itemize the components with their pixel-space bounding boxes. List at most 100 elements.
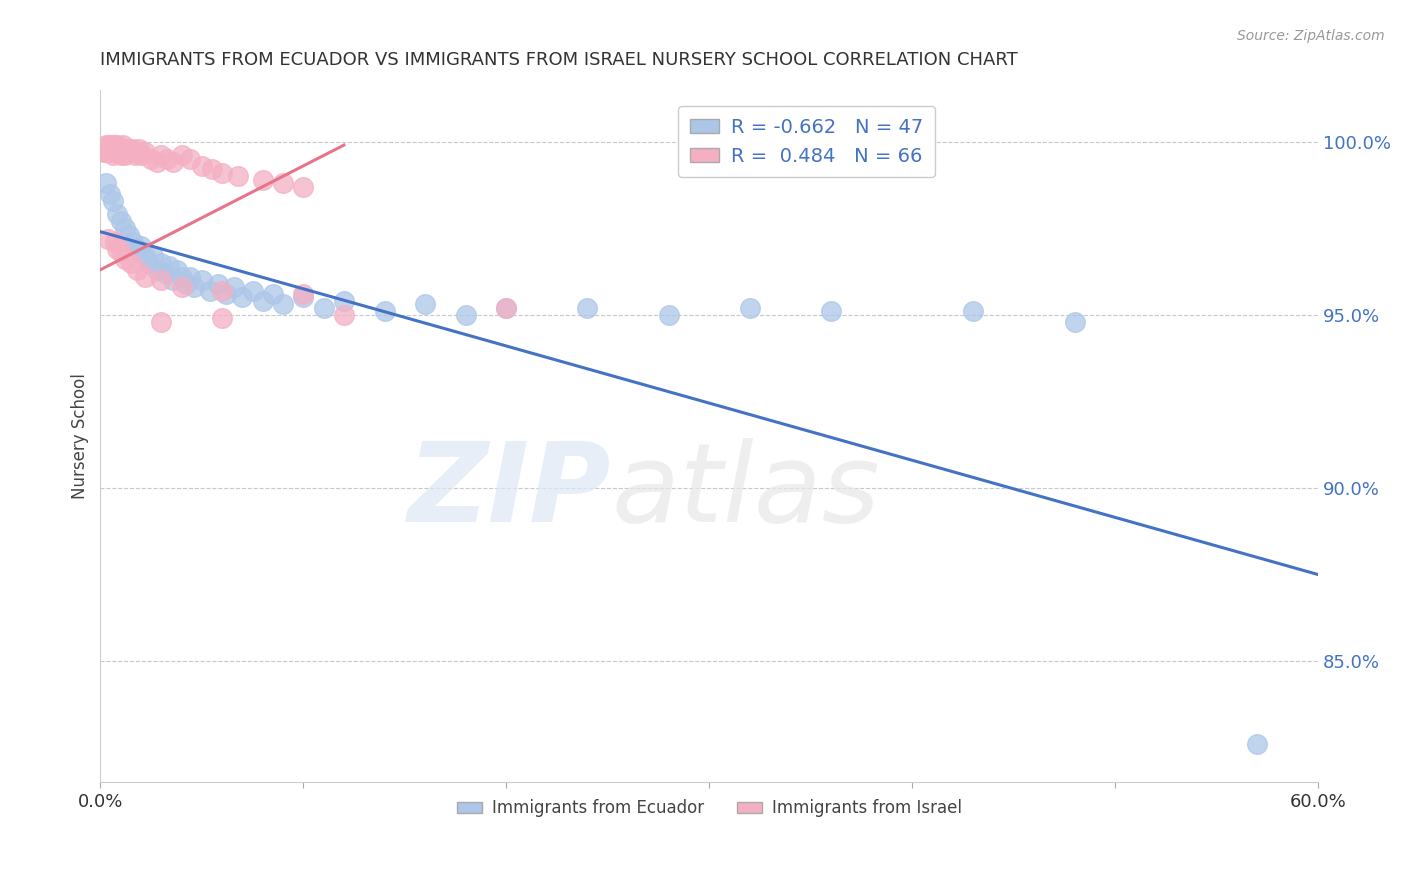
Point	[120, 145, 142, 159]
Point	[97, 138, 120, 153]
Point	[170, 269, 193, 284]
Point	[271, 176, 294, 190]
Point	[454, 308, 477, 322]
Point	[155, 266, 177, 280]
Point	[96, 138, 118, 153]
Point	[201, 162, 224, 177]
Point	[134, 249, 156, 263]
Point	[156, 152, 179, 166]
Point	[110, 245, 132, 260]
Point	[103, 142, 125, 156]
Point	[101, 142, 124, 156]
Point	[121, 142, 143, 156]
Point	[101, 148, 124, 162]
Point	[191, 273, 214, 287]
Point	[93, 142, 115, 156]
Point	[134, 269, 156, 284]
Point	[211, 166, 233, 180]
Point	[124, 148, 146, 162]
Point	[231, 291, 253, 305]
Point	[110, 142, 132, 156]
Text: atlas: atlas	[612, 438, 880, 545]
Point	[114, 252, 136, 267]
Point	[128, 142, 150, 156]
Point	[97, 145, 120, 159]
Point	[105, 138, 128, 153]
Point	[162, 155, 184, 169]
Point	[179, 152, 201, 166]
Point	[333, 293, 356, 308]
Point	[110, 148, 132, 162]
Point	[166, 262, 188, 277]
Point	[271, 297, 294, 311]
Point	[103, 235, 125, 249]
Point	[96, 142, 118, 156]
Point	[373, 304, 395, 318]
Point	[110, 214, 132, 228]
Y-axis label: Nursery School: Nursery School	[72, 373, 89, 499]
Point	[292, 287, 315, 301]
Point	[142, 249, 165, 263]
Point	[114, 148, 136, 162]
Point	[962, 304, 984, 318]
Point	[150, 273, 173, 287]
Point	[100, 145, 122, 159]
Point	[100, 186, 122, 201]
Point	[170, 148, 193, 162]
Point	[179, 269, 201, 284]
Point	[495, 301, 517, 315]
Point	[252, 293, 274, 308]
Point	[215, 287, 238, 301]
Legend: Immigrants from Ecuador, Immigrants from Israel: Immigrants from Ecuador, Immigrants from…	[450, 793, 969, 824]
Point	[103, 138, 125, 153]
Point	[105, 145, 128, 159]
Point	[150, 315, 173, 329]
Point	[162, 273, 184, 287]
Point	[576, 301, 599, 315]
Point	[125, 145, 148, 159]
Point	[228, 169, 250, 184]
Point	[97, 231, 120, 245]
Point	[114, 142, 136, 156]
Point	[150, 148, 173, 162]
Point	[224, 280, 246, 294]
Point	[252, 172, 274, 186]
Point	[157, 260, 180, 274]
Point	[139, 152, 162, 166]
Point	[111, 145, 134, 159]
Point	[101, 194, 124, 208]
Point	[103, 145, 125, 159]
Point	[262, 287, 284, 301]
Point	[114, 221, 136, 235]
Point	[105, 207, 128, 221]
Point	[146, 262, 169, 277]
Point	[242, 284, 264, 298]
Point	[292, 291, 315, 305]
Point	[120, 256, 142, 270]
Point	[118, 142, 141, 156]
Point	[107, 142, 129, 156]
Point	[93, 145, 115, 159]
Point	[125, 262, 148, 277]
Point	[121, 235, 143, 249]
Point	[198, 284, 221, 298]
Point	[413, 297, 436, 311]
Point	[111, 138, 134, 153]
Point	[101, 138, 124, 153]
Text: IMMIGRANTS FROM ECUADOR VS IMMIGRANTS FROM ISRAEL NURSERY SCHOOL CORRELATION CHA: IMMIGRANTS FROM ECUADOR VS IMMIGRANTS FR…	[100, 51, 1018, 69]
Point	[1063, 315, 1085, 329]
Point	[129, 238, 152, 252]
Point	[174, 277, 197, 291]
Point	[333, 308, 356, 322]
Point	[211, 311, 233, 326]
Point	[107, 145, 129, 159]
Text: ZIP: ZIP	[408, 438, 612, 545]
Point	[97, 142, 120, 156]
Point	[100, 138, 122, 153]
Point	[134, 145, 156, 159]
Point	[146, 155, 169, 169]
Point	[96, 145, 118, 159]
Point	[738, 301, 761, 315]
Point	[105, 242, 128, 256]
Point	[100, 142, 122, 156]
